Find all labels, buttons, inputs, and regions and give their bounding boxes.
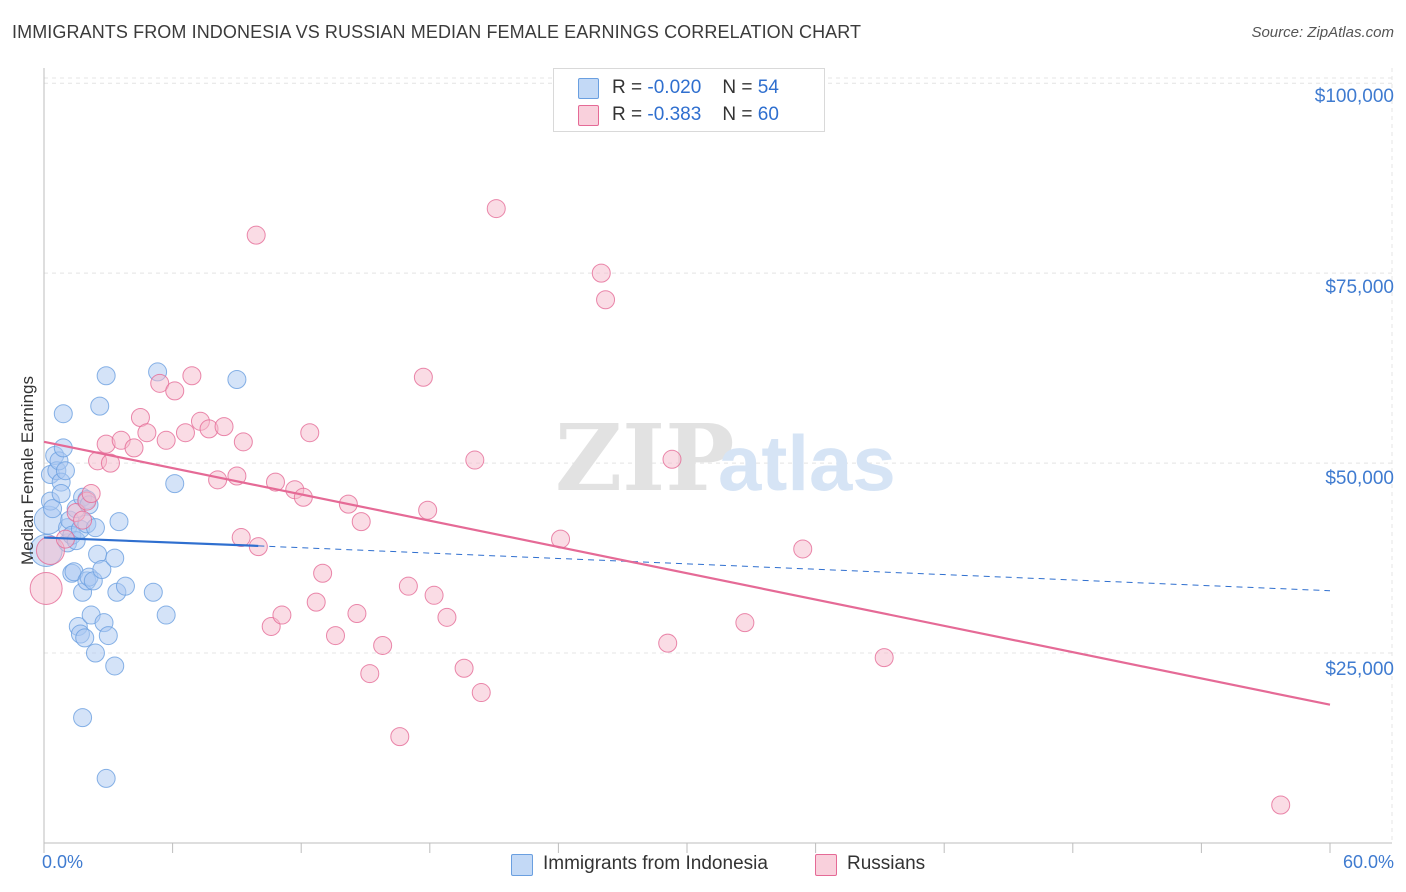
- indonesia-point: [92, 559, 112, 579]
- russians-point: [471, 683, 491, 703]
- russians-point: [1271, 795, 1291, 815]
- russians-point: [658, 633, 678, 653]
- russians-point: [81, 483, 101, 503]
- indonesia-trend-extension: [258, 545, 1331, 592]
- y-tick-label: $100,000: [1314, 86, 1394, 107]
- indonesia-point: [115, 576, 135, 596]
- indonesia-point: [98, 626, 118, 646]
- russians-point: [398, 576, 418, 596]
- russians-point: [272, 605, 292, 625]
- russians-point: [325, 626, 345, 646]
- indonesia-point: [75, 628, 95, 648]
- legend-r-value: -0.020: [647, 77, 702, 98]
- russians-point: [265, 472, 285, 492]
- russians-point: [137, 423, 157, 443]
- legend-swatch-russians: [578, 105, 599, 126]
- russians-point: [465, 450, 485, 470]
- russians-point: [293, 487, 313, 507]
- russians-point: [347, 604, 367, 624]
- correlation-legend: R = -0.020 N = 54 R = -0.383 N = 60: [553, 68, 825, 132]
- russians-point: [486, 199, 506, 219]
- indonesia-point: [43, 499, 63, 519]
- russians-point: [874, 648, 894, 668]
- russians-point: [413, 367, 433, 387]
- indonesia-point: [105, 548, 125, 568]
- indonesia-point: [53, 404, 73, 424]
- russians-point: [214, 417, 234, 437]
- russians-point: [165, 381, 185, 401]
- indonesia-point: [227, 370, 247, 390]
- russians-point: [248, 537, 268, 557]
- russians-point: [360, 664, 380, 684]
- russians-point: [591, 263, 611, 283]
- series-swatch-indonesia: [511, 854, 533, 876]
- russians-point: [100, 453, 120, 473]
- indonesia-point: [73, 708, 93, 728]
- source-label: Source: ZipAtlas.com: [1251, 24, 1394, 41]
- y-axis-title: Median Female Earnings: [18, 376, 37, 565]
- russians-point: [231, 528, 251, 548]
- russians-point: [124, 438, 144, 458]
- indonesia-trend-line: [43, 536, 259, 548]
- legend-swatch-indonesia: [578, 78, 599, 99]
- indonesia-point: [143, 582, 163, 602]
- russians-point: [351, 512, 371, 532]
- russians-trend-line: [43, 440, 1331, 706]
- russians-point: [246, 225, 266, 245]
- y-tick-label: $50,000: [1325, 468, 1394, 489]
- russians-point: [306, 592, 326, 612]
- watermark-atlas: atlas: [718, 419, 896, 507]
- legend-n-value: 60: [757, 104, 779, 125]
- russians-point: [418, 500, 438, 520]
- indonesia-point: [109, 512, 129, 532]
- legend-n-label: N =: [722, 104, 753, 125]
- indonesia-point: [156, 605, 176, 625]
- russians-point: [793, 539, 813, 559]
- legend-r-value: -0.383: [647, 104, 702, 125]
- x-tick-min: 0.0%: [42, 852, 84, 872]
- russians-point: [735, 613, 755, 633]
- legend-n-label: N =: [722, 77, 753, 98]
- russians-point: [424, 585, 444, 605]
- russians-point: [300, 423, 320, 443]
- russians-point: [437, 607, 457, 627]
- russians-point: [156, 430, 176, 450]
- russians-point: [596, 290, 616, 310]
- chart-title: IMMIGRANTS FROM INDONESIA VS RUSSIAN MED…: [12, 22, 862, 42]
- legend-r-label: R =: [612, 77, 643, 98]
- indonesia-point: [90, 396, 110, 416]
- series-label: Russians: [847, 853, 926, 874]
- russians-point: [29, 571, 63, 605]
- indonesia-point: [165, 474, 185, 494]
- indonesia-point: [96, 768, 116, 788]
- y-tick-label: $75,000: [1325, 277, 1394, 298]
- russians-point: [208, 470, 228, 490]
- russians-point: [662, 449, 682, 469]
- indonesia-point: [51, 483, 71, 503]
- legend-r-label: R =: [612, 104, 643, 125]
- indonesia-point: [105, 656, 125, 676]
- russians-point: [390, 727, 410, 747]
- indonesia-point: [85, 643, 105, 663]
- russians-point: [454, 658, 474, 678]
- russians-point: [150, 373, 170, 393]
- watermark-zip: ZIP: [555, 404, 734, 512]
- series-swatch-russians: [815, 854, 837, 876]
- russians-point: [182, 366, 202, 386]
- x-tick-max: 60.0%: [1342, 852, 1394, 872]
- indonesia-point: [96, 366, 116, 386]
- russians-point: [373, 635, 393, 655]
- legend-n-value: 54: [757, 77, 779, 98]
- russians-point: [73, 510, 93, 530]
- russians-point: [233, 432, 253, 452]
- russians-point: [313, 563, 333, 583]
- series-label: Immigrants from Indonesia: [543, 853, 768, 874]
- russians-point: [175, 423, 195, 443]
- indonesia-point: [55, 461, 75, 481]
- y-tick-label: $25,000: [1325, 659, 1394, 680]
